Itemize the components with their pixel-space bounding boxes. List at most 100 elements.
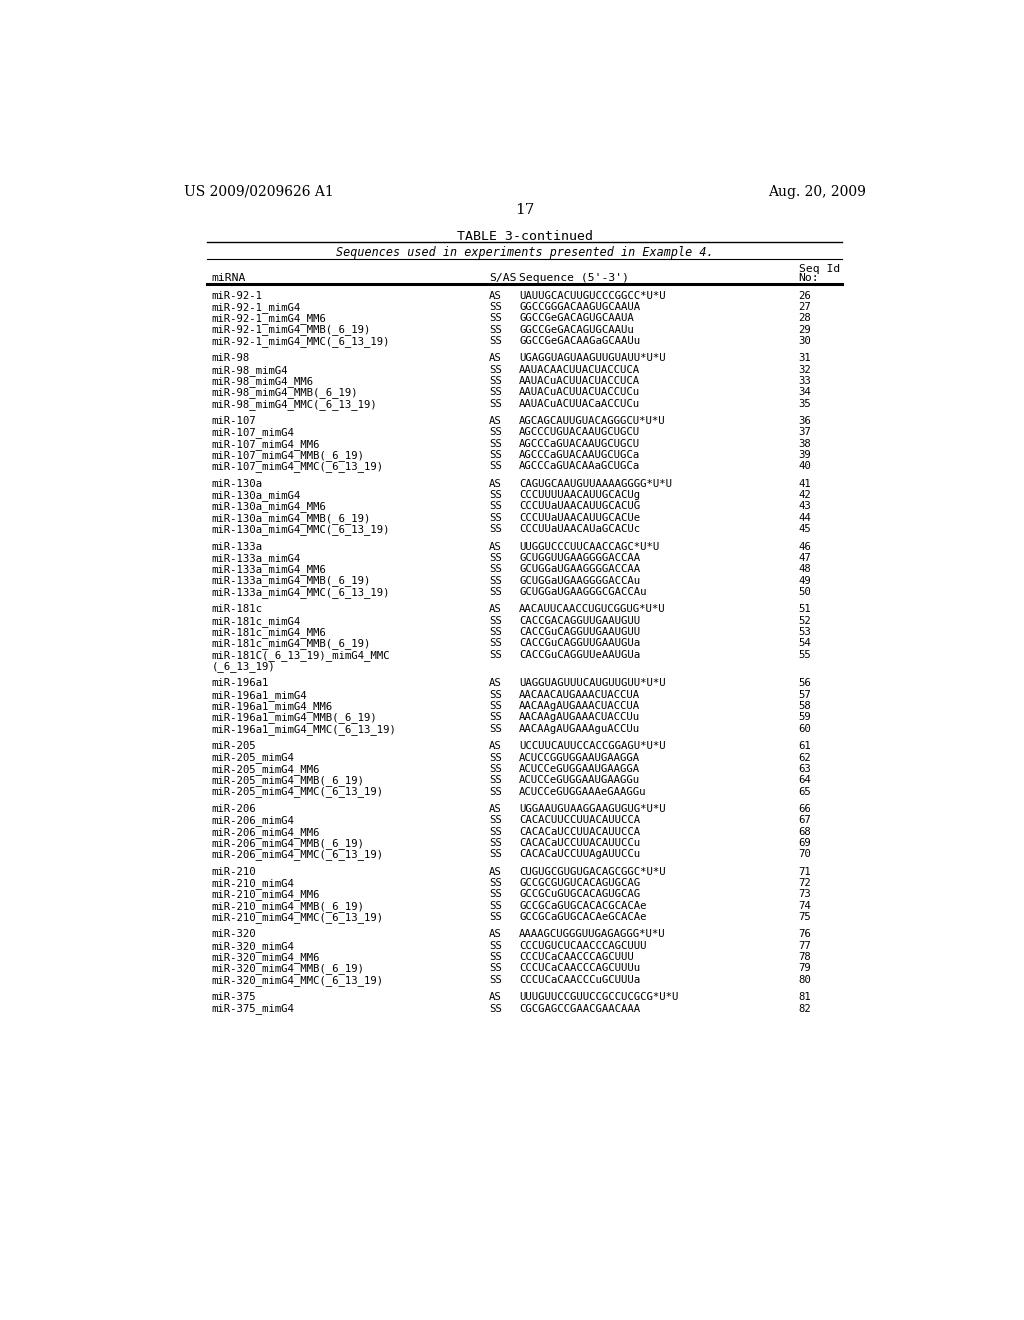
- Text: miR-92-1_mimG4_MMB(_6_19): miR-92-1_mimG4_MMB(_6_19): [211, 325, 371, 335]
- Text: miR-130a: miR-130a: [211, 479, 262, 488]
- Text: AACAACAUGAAACUACCUA: AACAACAUGAAACUACCUA: [519, 690, 640, 700]
- Text: AS: AS: [489, 354, 502, 363]
- Text: miR-130a_mimG4_MMC(_6_13_19): miR-130a_mimG4_MMC(_6_13_19): [211, 524, 390, 535]
- Text: SS: SS: [489, 787, 502, 796]
- Text: CUGUGCGUGUGACAGCGGC*U*U: CUGUGCGUGUGACAGCGGC*U*U: [519, 867, 666, 876]
- Text: 77: 77: [799, 941, 811, 950]
- Text: miR-205_mimG4_MMB(_6_19): miR-205_mimG4_MMB(_6_19): [211, 775, 365, 787]
- Text: AAAAGCUGGGUUGAGAGGG*U*U: AAAAGCUGGGUUGAGAGGG*U*U: [519, 929, 666, 940]
- Text: miR-206_mimG4_MM6: miR-206_mimG4_MM6: [211, 826, 319, 837]
- Text: SS: SS: [489, 912, 502, 923]
- Text: CAGUGCAAUGUUAAAAGGGG*U*U: CAGUGCAAUGUUAAAAGGGG*U*U: [519, 479, 672, 488]
- Text: miR-210_mimG4_MMB(_6_19): miR-210_mimG4_MMB(_6_19): [211, 900, 365, 912]
- Text: SS: SS: [489, 376, 502, 385]
- Text: 62: 62: [799, 752, 811, 763]
- Text: SS: SS: [489, 428, 502, 437]
- Text: 36: 36: [799, 416, 811, 426]
- Text: CACACUUCCUUACAUUCCA: CACACUUCCUUACAUUCCA: [519, 816, 640, 825]
- Text: 64: 64: [799, 775, 811, 785]
- Text: AS: AS: [489, 678, 502, 689]
- Text: miR-320: miR-320: [211, 929, 256, 940]
- Text: miR-320_mimG4: miR-320_mimG4: [211, 941, 294, 952]
- Text: UGGAAUGUAAGGAAGUGUG*U*U: UGGAAUGUAAGGAAGUGUG*U*U: [519, 804, 666, 814]
- Text: 65: 65: [799, 787, 811, 796]
- Text: 58: 58: [799, 701, 811, 711]
- Text: 53: 53: [799, 627, 811, 638]
- Text: AS: AS: [489, 929, 502, 940]
- Text: CCCUCaCAACCCuGCUUUa: CCCUCaCAACCCuGCUUUa: [519, 975, 640, 985]
- Text: Aug. 20, 2009: Aug. 20, 2009: [768, 185, 866, 199]
- Text: GGCCGeGACAGUGCAAUA: GGCCGeGACAGUGCAAUA: [519, 313, 634, 323]
- Text: SS: SS: [489, 512, 502, 523]
- Text: SS: SS: [489, 450, 502, 461]
- Text: 76: 76: [799, 929, 811, 940]
- Text: miR-92-1_mimG4: miR-92-1_mimG4: [211, 302, 301, 313]
- Text: miR-181c_mimG4_MMB(_6_19): miR-181c_mimG4_MMB(_6_19): [211, 639, 371, 649]
- Text: SS: SS: [489, 627, 502, 638]
- Text: miR-181c_mimG4: miR-181c_mimG4: [211, 615, 301, 627]
- Text: SS: SS: [489, 325, 502, 334]
- Text: 46: 46: [799, 541, 811, 552]
- Text: miR-205_mimG4_MMC(_6_13_19): miR-205_mimG4_MMC(_6_13_19): [211, 787, 383, 797]
- Text: SS: SS: [489, 838, 502, 847]
- Text: CACACaUCCUUAgAUUCCu: CACACaUCCUUAgAUUCCu: [519, 849, 640, 859]
- Text: miR-107: miR-107: [211, 416, 256, 426]
- Text: miR-210_mimG4: miR-210_mimG4: [211, 878, 294, 888]
- Text: 79: 79: [799, 964, 811, 973]
- Text: AS: AS: [489, 541, 502, 552]
- Text: AACAAgAUGAAACUACCUu: AACAAgAUGAAACUACCUu: [519, 713, 640, 722]
- Text: miR-107_mimG4_MM6: miR-107_mimG4_MM6: [211, 438, 319, 450]
- Text: miR-210_mimG4_MMC(_6_13_19): miR-210_mimG4_MMC(_6_13_19): [211, 912, 383, 923]
- Text: CCCUUUUAACAUUGCACUg: CCCUUUUAACAUUGCACUg: [519, 490, 640, 500]
- Text: miR-320_mimG4_MMC(_6_13_19): miR-320_mimG4_MMC(_6_13_19): [211, 975, 383, 986]
- Text: SS: SS: [489, 438, 502, 449]
- Text: AGCCCaGUACAAUGCUGCU: AGCCCaGUACAAUGCUGCU: [519, 438, 640, 449]
- Text: 50: 50: [799, 587, 811, 597]
- Text: No:: No:: [799, 273, 819, 284]
- Text: CCCUCaCAACCCAGCUUUu: CCCUCaCAACCCAGCUUUu: [519, 964, 640, 973]
- Text: miR-196a1_mimG4_MMC(_6_13_19): miR-196a1_mimG4_MMC(_6_13_19): [211, 723, 396, 735]
- Text: GCCGCaGUGCACAeGCACAe: GCCGCaGUGCACAeGCACAe: [519, 912, 647, 923]
- Text: UUUGUUCCGUUCCGCCUCGCG*U*U: UUUGUUCCGUUCCGCCUCGCG*U*U: [519, 993, 679, 1002]
- Text: 35: 35: [799, 399, 811, 409]
- Text: SS: SS: [489, 816, 502, 825]
- Text: 56: 56: [799, 678, 811, 689]
- Text: SS: SS: [489, 964, 502, 973]
- Text: CCCUCaCAACCCAGCUUU: CCCUCaCAACCCAGCUUU: [519, 952, 634, 962]
- Text: Sequence (5'-3'): Sequence (5'-3'): [519, 273, 629, 284]
- Text: 68: 68: [799, 826, 811, 837]
- Text: AS: AS: [489, 479, 502, 488]
- Text: UGAGGUAGUAAGUUGUAUU*U*U: UGAGGUAGUAAGUUGUAUU*U*U: [519, 354, 666, 363]
- Text: miR-98_mimG4_MMB(_6_19): miR-98_mimG4_MMB(_6_19): [211, 387, 358, 399]
- Text: 33: 33: [799, 376, 811, 385]
- Text: 73: 73: [799, 890, 811, 899]
- Text: SS: SS: [489, 900, 502, 911]
- Text: 54: 54: [799, 639, 811, 648]
- Text: miR-196a1_mimG4_MMB(_6_19): miR-196a1_mimG4_MMB(_6_19): [211, 713, 377, 723]
- Text: miR-320_mimG4_MMB(_6_19): miR-320_mimG4_MMB(_6_19): [211, 964, 365, 974]
- Text: CGCGAGCCGAACGAACAAA: CGCGAGCCGAACGAACAAA: [519, 1003, 640, 1014]
- Text: AAUACuACUUACUACCUCu: AAUACuACUUACUACCUCu: [519, 387, 640, 397]
- Text: 60: 60: [799, 723, 811, 734]
- Text: UAGGUAGUUUCAUGUUGUU*U*U: UAGGUAGUUUCAUGUUGUU*U*U: [519, 678, 666, 689]
- Text: SS: SS: [489, 639, 502, 648]
- Text: 71: 71: [799, 867, 811, 876]
- Text: SS: SS: [489, 701, 502, 711]
- Text: GCUGGaUGAAGGGCGACCAu: GCUGGaUGAAGGGCGACCAu: [519, 587, 647, 597]
- Text: miR-133a: miR-133a: [211, 541, 262, 552]
- Text: Seq Id: Seq Id: [799, 264, 840, 275]
- Text: 72: 72: [799, 878, 811, 888]
- Text: 28: 28: [799, 313, 811, 323]
- Text: miR-196a1: miR-196a1: [211, 678, 268, 689]
- Text: GCUGGUUGAAGGGGACCAA: GCUGGUUGAAGGGGACCAA: [519, 553, 640, 562]
- Text: 70: 70: [799, 849, 811, 859]
- Text: AGCCCaGUACAAUGCUGCa: AGCCCaGUACAAUGCUGCa: [519, 450, 640, 461]
- Text: UAUUGCACUUGUCCCGGCC*U*U: UAUUGCACUUGUCCCGGCC*U*U: [519, 290, 666, 301]
- Text: miR-130a_mimG4_MM6: miR-130a_mimG4_MM6: [211, 502, 326, 512]
- Text: 32: 32: [799, 364, 811, 375]
- Text: SS: SS: [489, 335, 502, 346]
- Text: 66: 66: [799, 804, 811, 814]
- Text: 78: 78: [799, 952, 811, 962]
- Text: SS: SS: [489, 587, 502, 597]
- Text: SS: SS: [489, 713, 502, 722]
